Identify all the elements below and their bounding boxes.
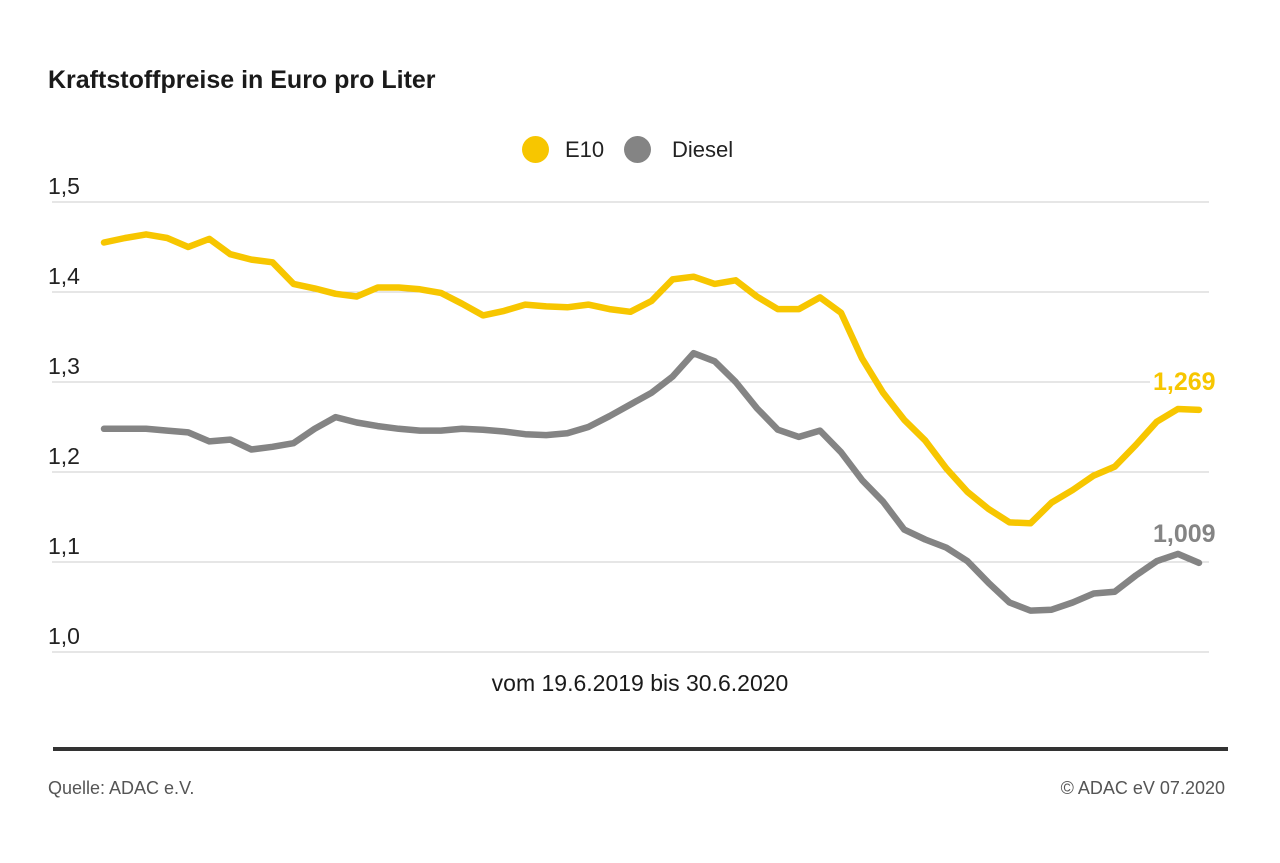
svg-text:1,3: 1,3 [48, 353, 80, 379]
svg-text:1,4: 1,4 [48, 263, 80, 289]
svg-text:1,0: 1,0 [48, 623, 80, 649]
svg-text:1,269: 1,269 [1153, 368, 1216, 396]
svg-text:1,5: 1,5 [48, 173, 80, 199]
svg-text:1,009: 1,009 [1153, 520, 1216, 548]
svg-text:1,1: 1,1 [48, 533, 80, 559]
svg-text:1,2: 1,2 [48, 443, 80, 469]
